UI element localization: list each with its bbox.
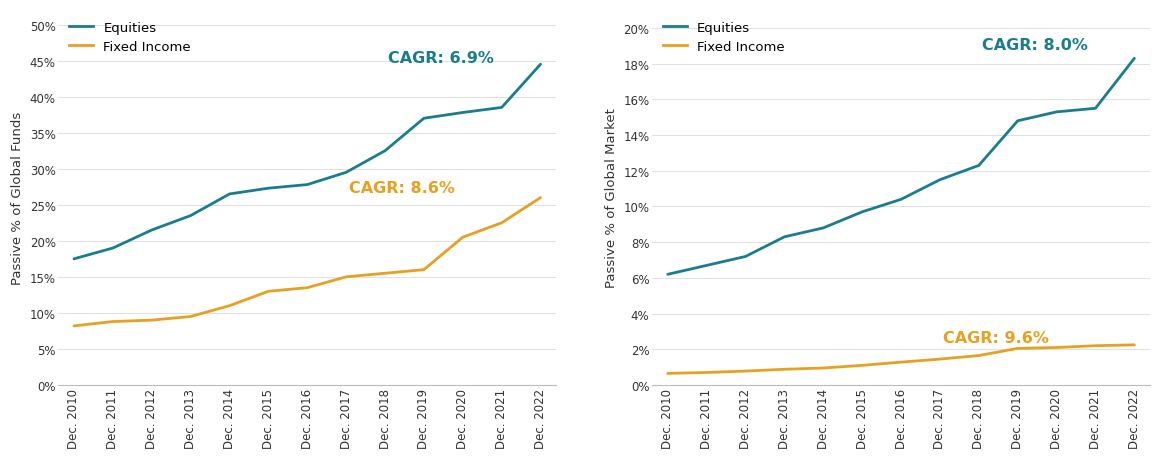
Text: CAGR: 9.6%: CAGR: 9.6% xyxy=(943,330,1048,345)
Text: CAGR: 6.9%: CAGR: 6.9% xyxy=(388,50,493,66)
Text: CAGR: 8.6%: CAGR: 8.6% xyxy=(349,180,455,195)
Text: CAGR: 8.0%: CAGR: 8.0% xyxy=(982,38,1088,53)
Y-axis label: Passive % of Global Funds: Passive % of Global Funds xyxy=(12,112,24,285)
Legend: Equities, Fixed Income: Equities, Fixed Income xyxy=(658,17,788,58)
Legend: Equities, Fixed Income: Equities, Fixed Income xyxy=(65,17,195,58)
Y-axis label: Passive % of Global Market: Passive % of Global Market xyxy=(605,108,618,288)
